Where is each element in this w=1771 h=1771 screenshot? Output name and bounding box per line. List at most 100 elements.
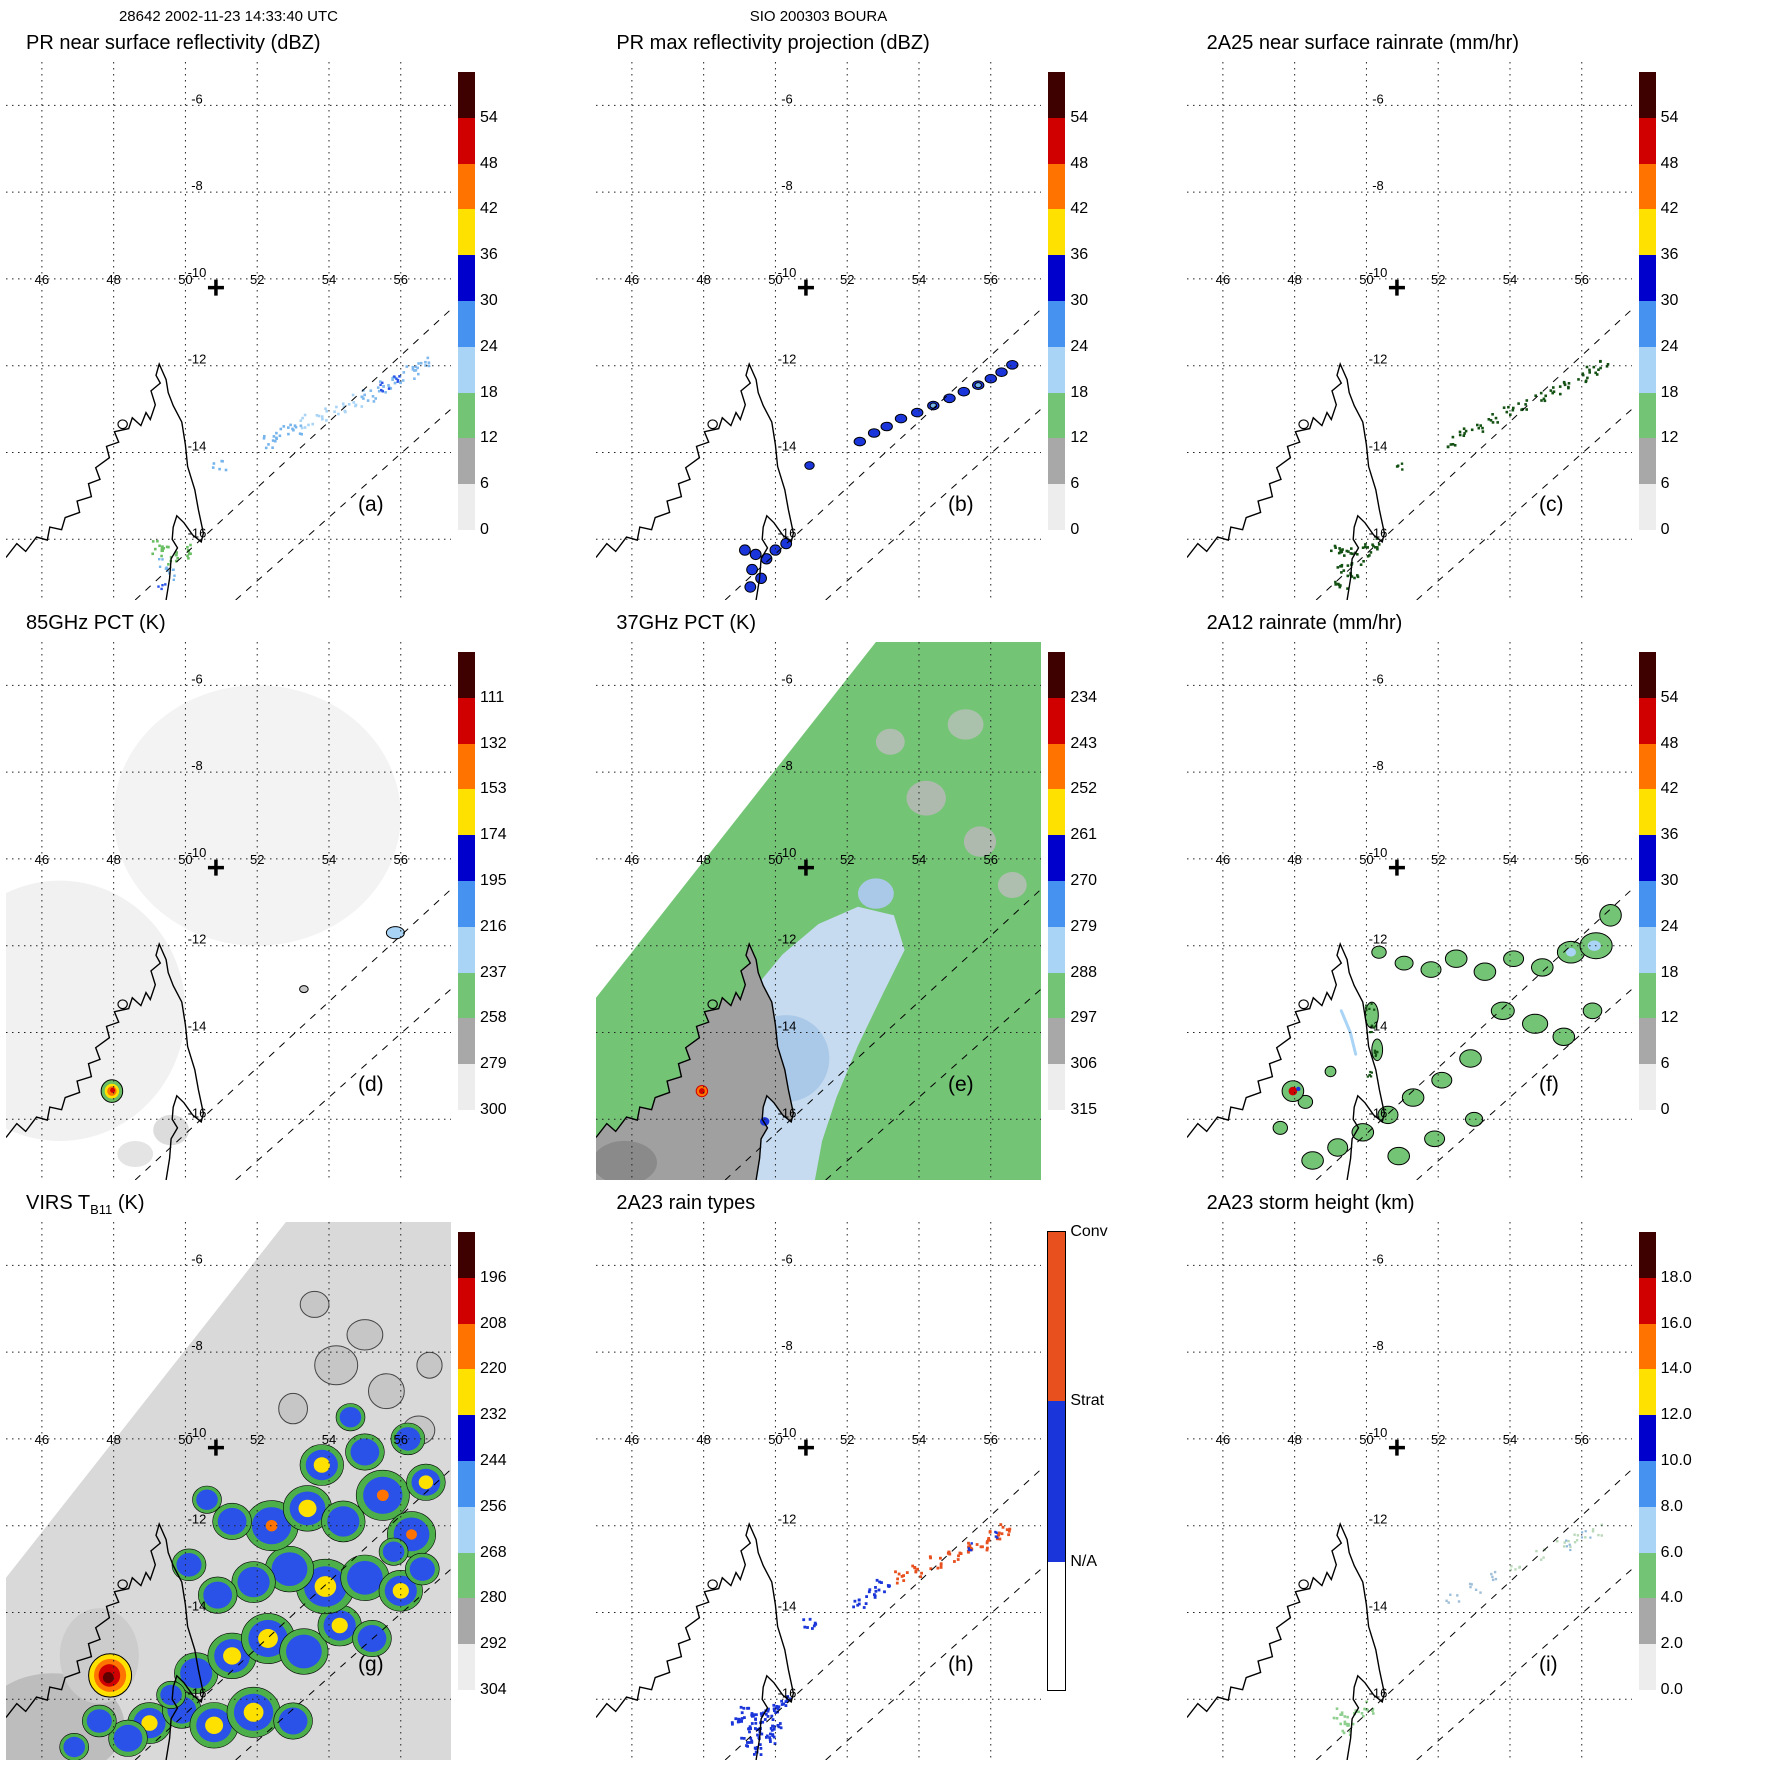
svg-text:52: 52	[840, 852, 854, 867]
colorbar-segment	[458, 1644, 475, 1690]
panel-i: 2A23 storm height (km) 46 48 50 52 54 56 -6 -8 -1…	[1181, 1188, 1771, 1768]
svg-text:-6: -6	[1372, 671, 1384, 686]
colorbar-tick: 24	[480, 337, 498, 355]
colorbar-tick: Strat	[1070, 1392, 1105, 1410]
svg-text:56: 56	[394, 1432, 408, 1447]
svg-text:52: 52	[840, 1432, 854, 1447]
colorbar-segment	[458, 300, 475, 347]
colorbar-segment	[458, 789, 475, 836]
colorbar-tick: 0	[480, 521, 489, 538]
svg-text:54: 54	[1502, 272, 1516, 287]
island-outline	[707, 999, 719, 1010]
panel-letter: (h)	[948, 1653, 974, 1676]
svg-text:-10: -10	[778, 845, 797, 860]
colorbar-tick: 4.0	[1660, 1589, 1683, 1607]
colorbar-segment	[1638, 163, 1656, 210]
svg-text:52: 52	[840, 272, 854, 287]
colorbar-tick: 6.0	[1660, 1543, 1683, 1561]
colorbar-segment	[458, 163, 475, 210]
colorbar-segment	[1048, 438, 1066, 485]
colorbar-segment	[458, 1369, 475, 1416]
data-layer	[731, 1523, 1012, 1756]
svg-text:-16: -16	[778, 525, 797, 540]
grid-labels: 46 48 50 52 54 56 -6 -8 -10 -12 -14 -16	[625, 671, 998, 1120]
coastline	[6, 1521, 205, 1760]
colorbar-segment	[458, 835, 475, 881]
colorbar-tick: 196	[480, 1268, 507, 1286]
map-e: 46 48 50 52 54 56 -6 -8 -10 -12 -14 -16 (e)	[596, 642, 1042, 1180]
colorbar-tick: 153	[480, 780, 507, 798]
svg-text:54: 54	[912, 852, 926, 867]
colorbar-tick: 220	[480, 1360, 507, 1378]
colorbar-tick: 16.0	[1660, 1314, 1692, 1332]
coastline	[6, 361, 205, 600]
colorbar-tick: 0	[1070, 521, 1080, 538]
svg-text:-6: -6	[782, 91, 794, 106]
panel-letter: (b)	[948, 493, 974, 516]
colorbar-segment	[1048, 72, 1066, 118]
panel-letter: (c)	[1539, 493, 1564, 516]
colorbar-tick: 42	[1070, 200, 1089, 218]
colorbar-tick: 0	[1660, 1101, 1670, 1118]
svg-text:-10: -10	[1368, 265, 1387, 280]
data-layer	[6, 1222, 451, 1760]
colorbar-segment	[1048, 972, 1066, 1019]
colorbar-segment	[458, 484, 475, 530]
colorbar-segment	[458, 255, 475, 301]
colorbar	[1638, 652, 1656, 1110]
svg-text:-8: -8	[191, 758, 203, 773]
svg-text:-16: -16	[188, 525, 207, 540]
svg-text:-12: -12	[188, 932, 207, 947]
colorbar-segment	[1638, 926, 1656, 973]
colorbar-tick: 54	[480, 108, 498, 126]
svg-text:46: 46	[1215, 1432, 1229, 1447]
colorbar-segment	[458, 1552, 475, 1599]
svg-text:54: 54	[322, 852, 336, 867]
svg-text:-10: -10	[778, 265, 797, 280]
colorbar-segment	[458, 392, 475, 439]
swath-edge-lines	[1315, 1468, 1632, 1760]
colorbar-tick: 258	[480, 1009, 507, 1027]
svg-text:-14: -14	[188, 1018, 207, 1033]
colorbar-segment-strat	[1048, 1401, 1066, 1562]
svg-text:52: 52	[1431, 852, 1445, 867]
colorbar-segment	[1048, 346, 1066, 393]
colorbar-segment-na	[1048, 1561, 1066, 1690]
svg-text:-16: -16	[188, 1105, 207, 1120]
cyclone-center-marker	[1388, 279, 1405, 296]
island-outline	[1298, 1579, 1309, 1590]
colorbar-tick: 18	[1660, 383, 1679, 401]
cyclone-center-marker	[1388, 1439, 1405, 1456]
colorbar-segment	[1638, 484, 1656, 530]
colorbar-tick: 36	[480, 246, 498, 264]
svg-text:-12: -12	[778, 352, 797, 367]
svg-text:46: 46	[625, 272, 639, 287]
svg-text:48: 48	[1287, 1432, 1301, 1447]
colorbar-segment	[1048, 697, 1066, 744]
colorbar-segment	[1638, 1644, 1656, 1690]
svg-text:56: 56	[394, 272, 408, 287]
panel-a: PR near surface reflectivity (dBZ) 46 48 50…	[0, 28, 590, 608]
colorbar-tick: 30	[1070, 292, 1089, 309]
colorbar-tick: 24	[1660, 337, 1679, 355]
map-b: 46 48 50 52 54 56 -6 -8 -10 -12 -14 -16 (b)	[596, 62, 1042, 600]
colorbar-tick: 18.0	[1660, 1268, 1692, 1286]
svg-text:-8: -8	[782, 758, 794, 773]
colorbar-tick: 6	[1070, 475, 1080, 493]
colorbar-segment	[458, 972, 475, 1019]
svg-text:48: 48	[106, 1432, 120, 1447]
colorbar-segment	[1048, 926, 1066, 973]
svg-text:-10: -10	[188, 845, 207, 860]
swath-edge-lines	[725, 888, 1042, 1180]
svg-text:-8: -8	[1372, 1338, 1384, 1353]
svg-text:-8: -8	[1372, 178, 1384, 193]
colorbar-segment	[1048, 1064, 1066, 1110]
island-outline	[117, 1579, 128, 1590]
coastline	[1186, 361, 1385, 600]
svg-text:-14: -14	[1368, 1018, 1387, 1033]
colorbar-segment	[1638, 1552, 1656, 1599]
svg-text:-10: -10	[1368, 845, 1387, 860]
colorbar-tick: 208	[480, 1314, 507, 1332]
colorbar-segment	[458, 880, 475, 927]
colorbar-tick: 54	[1660, 108, 1679, 126]
